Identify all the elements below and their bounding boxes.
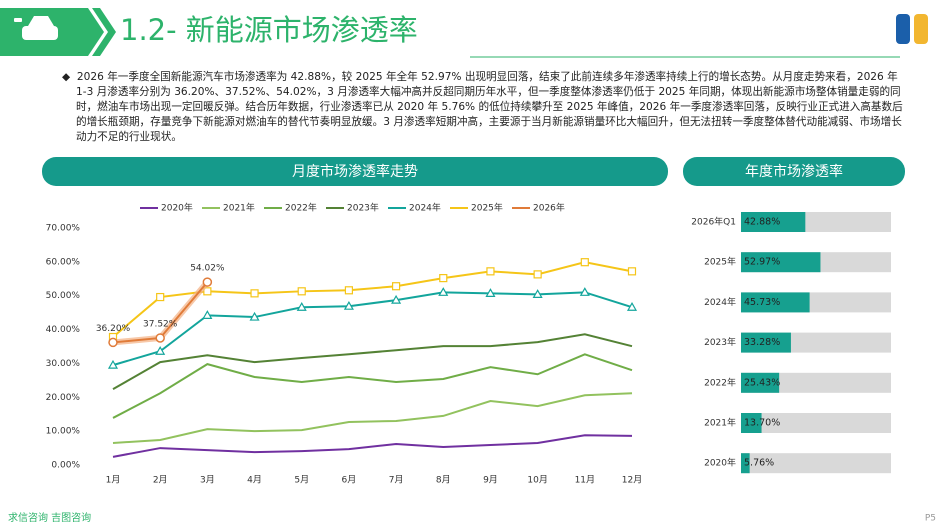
series-line [112, 434, 633, 458]
series-line [112, 333, 633, 391]
bar [741, 332, 791, 353]
point-marker [579, 287, 590, 296]
category-label: 2020年 [704, 457, 736, 469]
point-marker [485, 288, 496, 297]
series-line [112, 353, 633, 419]
category-label: 2025年 [704, 256, 736, 268]
x-tick-label: 11月 [575, 475, 595, 486]
summary: ◆ 2026 年一季度全国新能源汽车市场渗透率为 42.88%，较 2025 年… [62, 71, 903, 143]
point-marker [438, 287, 449, 296]
point-marker [626, 302, 638, 311]
header-chevron [92, 8, 116, 56]
car-icon [14, 16, 58, 40]
legend-label: 2024年 [409, 202, 441, 214]
legend-label: 2026年 [533, 202, 565, 214]
point-marker [391, 282, 401, 291]
point-marker [202, 310, 213, 319]
x-tick-label: 12月 [622, 475, 642, 486]
point-marker [156, 292, 165, 302]
point-marker [486, 267, 495, 276]
data-label: 36.20% [96, 324, 131, 334]
point-marker [533, 270, 542, 279]
series-line [112, 291, 633, 367]
legend-label: 2020年 [161, 202, 193, 214]
x-tick-label: 3月 [200, 475, 215, 486]
point-marker [202, 277, 213, 287]
section-title: 月度市场渗透率走势 [292, 163, 418, 180]
y-tick-label: 50.00% [46, 291, 81, 301]
point-marker [439, 274, 448, 283]
page-number: P5 [925, 514, 936, 524]
data-label: 13.70% [744, 418, 780, 429]
y-tick-label: 20.00% [46, 393, 81, 403]
x-tick-label: 1月 [106, 475, 121, 486]
point-marker [296, 302, 307, 311]
category-label: 2026年Q1 [691, 216, 736, 228]
point-marker [580, 258, 589, 267]
data-label: 42.88% [744, 217, 780, 228]
point-marker [155, 333, 165, 343]
series-line [112, 392, 633, 444]
x-tick-label: 2月 [153, 475, 168, 486]
x-tick-label: 8月 [436, 475, 451, 486]
y-tick-label: 60.00% [46, 257, 81, 267]
point-marker [391, 294, 402, 304]
bar [741, 252, 821, 273]
legend-label: 2023年 [347, 202, 379, 214]
logo [896, 14, 928, 44]
bar-track [741, 413, 891, 433]
point-marker [627, 267, 637, 276]
legend-label: 2025年 [471, 202, 503, 214]
page-title: 1.2- 新能源市场渗透率 [120, 13, 418, 47]
point-marker [108, 337, 118, 348]
x-tick-label: 9月 [483, 475, 498, 486]
point-marker [250, 289, 259, 298]
category-label: 2024年 [704, 296, 736, 308]
y-tick-label: 30.00% [46, 359, 81, 369]
point-marker [532, 289, 543, 298]
x-tick-label: 10月 [527, 475, 547, 486]
point-marker [203, 287, 212, 296]
section-pill [42, 157, 668, 186]
data-label: 54.02% [190, 264, 225, 274]
point-marker [344, 286, 354, 295]
bar-track [741, 453, 891, 474]
y-tick-label: 0.00% [51, 461, 80, 471]
point-marker [155, 346, 166, 355]
legend-label: 2021年 [223, 202, 255, 214]
point-marker [343, 301, 354, 310]
legend-label: 2022年 [285, 202, 317, 214]
category-label: 2021年 [704, 417, 736, 429]
footer-source: 求信咨询 吉图咨询 [8, 511, 91, 524]
x-tick-label: 7月 [389, 475, 404, 486]
summary-text: 2026 年一季度全国新能源汽车市场渗透率为 42.88%，较 2025 年全年… [76, 71, 903, 143]
x-tick-label: 4月 [247, 475, 262, 486]
x-tick-label: 6月 [342, 475, 357, 486]
data-label: 37.52% [143, 319, 178, 329]
point-marker [107, 359, 119, 369]
section-title: 年度市场渗透率 [745, 163, 843, 180]
bar [741, 453, 750, 474]
data-label: 52.97% [744, 257, 780, 268]
data-label: 25.43% [744, 377, 780, 388]
x-tick-label: 5月 [294, 475, 309, 486]
point-marker [297, 287, 306, 296]
point-marker [249, 311, 260, 321]
category-label: 2023年 [704, 336, 736, 348]
y-tick-label: 70.00% [46, 224, 81, 234]
bar [741, 212, 806, 232]
bar [741, 413, 762, 433]
section-pill [683, 157, 905, 186]
y-tick-label: 10.00% [46, 427, 81, 437]
data-label: 45.73% [744, 297, 780, 308]
y-tick-label: 40.00% [46, 325, 81, 335]
data-label: 5.76% [744, 458, 774, 469]
category-label: 2022年 [704, 376, 736, 388]
bar [741, 292, 810, 313]
data-label: 33.28% [744, 337, 780, 348]
bar [741, 372, 780, 393]
